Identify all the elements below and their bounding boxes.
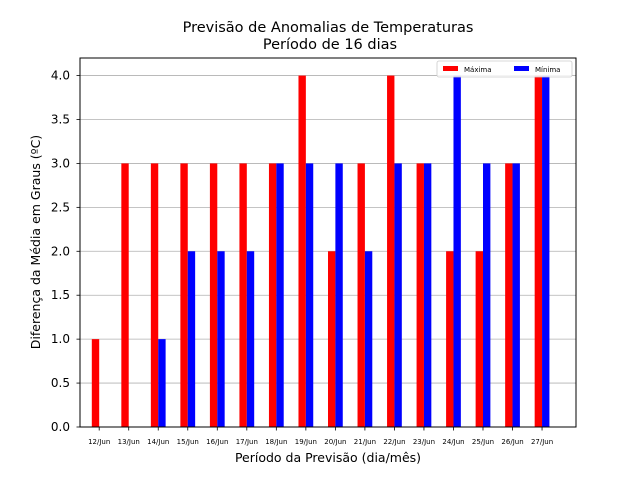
x-tick-label: 21/Jun <box>354 438 376 446</box>
legend: Máxima Mínima <box>436 60 573 78</box>
bar-maxima <box>150 163 159 427</box>
bar-maxima <box>91 339 100 427</box>
legend-swatch-minima <box>514 66 529 71</box>
x-tick-label: 25/Jun <box>472 438 494 446</box>
bar-maxima <box>357 163 365 427</box>
bar-maxima <box>475 251 483 427</box>
plot-frame <box>79 57 577 428</box>
bar-maxima <box>416 163 424 427</box>
x-tick-label: 16/Jun <box>206 438 228 446</box>
x-tick-label: 19/Jun <box>295 438 317 446</box>
y-tick-label: 3.5 <box>51 113 70 127</box>
bar-minima <box>276 163 284 427</box>
legend-label-maxima: Máxima <box>464 66 492 74</box>
y-tick-label: 0.5 <box>51 376 70 390</box>
bar-minima <box>187 251 196 427</box>
x-tick-label: 26/Jun <box>501 438 523 446</box>
x-tick-label: 23/Jun <box>413 438 435 446</box>
bar-minima <box>158 339 166 427</box>
bar-minima <box>453 75 461 428</box>
x-tick-label: 24/Jun <box>442 438 464 446</box>
x-tick-label: 14/Jun <box>147 438 169 446</box>
chart-title-line2: Período de 16 dias <box>263 37 397 53</box>
x-axis: 12/Jun 13/Jun 14/Jun 15/Jun 16/Jun 17/Jun 18/J… <box>88 427 553 446</box>
legend-swatch-maxima <box>443 66 458 71</box>
bars <box>91 75 550 428</box>
bar-maxima <box>180 163 188 427</box>
y-tick-label: 4.0 <box>51 69 70 83</box>
legend-label-minima: Mínima <box>535 66 560 74</box>
x-tick-label: 13/Jun <box>118 438 140 446</box>
bar-minima <box>394 163 402 427</box>
legend-box <box>436 60 573 78</box>
x-tick-label: 12/Jun <box>88 438 110 446</box>
x-tick-label: 20/Jun <box>324 438 346 446</box>
y-axis: 0.0 0.5 1.0 1.5 2.0 2.5 3.0 3.5 4.0 <box>51 69 80 434</box>
bar-minima <box>305 163 314 427</box>
y-tick-label: 1.0 <box>51 332 70 346</box>
bar-maxima <box>505 163 513 427</box>
bar-minima <box>335 163 343 427</box>
x-tick-label: 15/Jun <box>177 438 199 446</box>
bar-maxima <box>239 163 247 427</box>
bar-maxima <box>268 163 277 427</box>
y-tick-label: 2.5 <box>51 200 70 214</box>
y-axis-label: Diferença da Média em Graus (ºC) <box>28 135 43 349</box>
bar-maxima <box>534 75 543 428</box>
bar-maxima <box>209 163 218 427</box>
bar-maxima <box>121 163 129 427</box>
bar-minima <box>542 75 550 428</box>
bar-maxima <box>446 251 454 427</box>
bar-minima <box>217 251 225 427</box>
bar-minima <box>483 163 491 427</box>
chart-title-line1: Previsão de Anomalias de Temperaturas <box>183 20 474 36</box>
x-tick-label: 27/Jun <box>531 438 553 446</box>
y-tick-label: 0.0 <box>51 420 70 434</box>
y-tick-label: 3.0 <box>51 156 70 170</box>
x-tick-label: 22/Jun <box>383 438 405 446</box>
y-tick-label: 1.5 <box>51 288 70 302</box>
x-axis-label: Período da Previsão (dia/mês) <box>235 450 421 465</box>
x-tick-label: 18/Jun <box>265 438 287 446</box>
y-tick-label: 2.0 <box>51 244 70 258</box>
bar-maxima <box>298 75 306 428</box>
bar-minima <box>364 251 373 427</box>
bar-maxima <box>328 251 336 427</box>
bar-minima <box>512 163 520 427</box>
bar-minima <box>246 251 255 427</box>
x-tick-label: 17/Jun <box>236 438 258 446</box>
bar-minima <box>423 163 432 427</box>
bar-maxima <box>387 75 395 428</box>
